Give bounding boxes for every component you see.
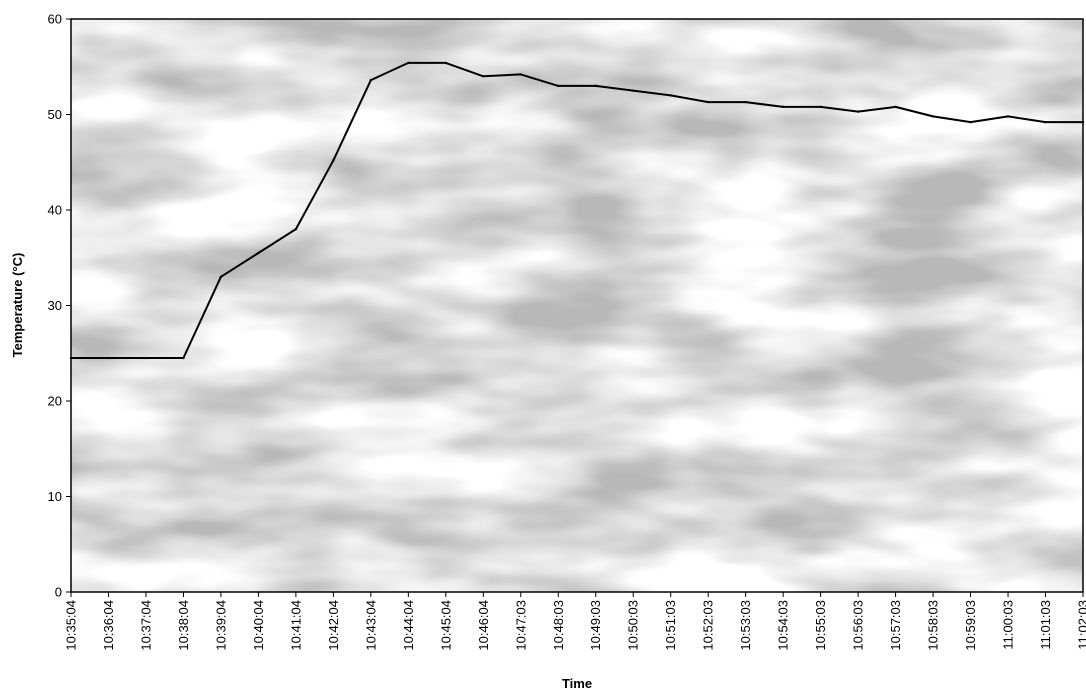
y-tick-label: 50 [48,107,62,122]
y-tick-label: 30 [48,298,62,313]
x-tick-label: 10:49:03 [588,600,603,651]
x-axis-title: Time [562,676,592,691]
data-point [744,100,747,104]
x-tick-label: 10:45:04 [438,600,453,651]
x-tick-label: 10:55:03 [813,600,828,651]
data-point [482,75,485,78]
x-tick-label: 10:40:04 [251,600,266,651]
x-tick-label: 10:36:04 [101,600,116,651]
x-tick-label: 10:50:03 [626,600,641,651]
data-point [931,115,935,118]
x-tick-label: 10:43:04 [363,600,378,651]
x-tick-label: 10:39:04 [213,600,228,651]
plot-area [70,18,1084,593]
x-tick-label: 10:38:04 [176,600,191,651]
data-point [332,159,335,162]
x-tick-label: 11:01:03 [1038,600,1053,650]
x-axis: 10:35:04 10:36:04 10:37:04 10:38:04 10:39:04… [64,592,1086,651]
x-tick-label: 10:41:04 [288,600,303,651]
data-point [781,105,785,109]
data-point [369,78,373,82]
x-tick-label: 11:02:03 [1076,600,1086,650]
data-point [107,356,110,360]
x-tick-label: 10:56:03 [851,600,866,651]
data-point [557,84,560,88]
data-point [969,120,972,124]
y-tick-label: 0 [55,585,62,600]
plot-texture [71,19,1083,592]
x-tick-label: 10:52:03 [701,600,716,651]
data-point [632,89,635,92]
data-point [257,251,260,255]
data-point [444,61,448,65]
data-point [519,73,522,76]
data-point [1044,120,1047,124]
x-tick-label: 10:54:03 [776,600,791,651]
x-tick-label: 10:51:03 [663,600,678,651]
data-point [219,275,223,279]
x-tick-label: 10:46:04 [476,600,491,651]
data-point [894,105,897,109]
y-tick-label: 60 [48,12,62,27]
data-point [1006,115,1010,118]
data-point [294,227,298,231]
data-point [819,105,822,109]
x-tick-label: 11:00:03 [1001,600,1016,650]
data-point [144,356,148,360]
x-tick-label: 10:59:03 [963,600,978,651]
data-point [1081,120,1085,124]
y-tick-label: 20 [48,394,62,409]
data-point [69,356,73,360]
y-tick-label: 10 [48,489,62,504]
x-tick-label: 10:57:03 [888,600,903,651]
data-point [407,61,410,65]
data-point [669,94,672,97]
x-tick-label: 10:35:04 [64,600,79,651]
data-point [706,100,710,104]
x-tick-label: 10:58:03 [926,600,941,651]
x-tick-label: 10:42:04 [326,600,341,651]
y-axis: 0 10 20 30 40 50 60 [48,12,71,600]
y-axis-title: Temperature (°C) [10,253,25,358]
x-tick-label: 10:37:04 [138,600,153,651]
x-tick-label: 10:53:03 [738,600,753,651]
x-tick-label: 10:44:04 [401,600,416,651]
temperature-series-line [71,61,1083,359]
x-tick-label: 10:47:03 [513,600,528,651]
data-point [594,84,597,88]
series-layer [69,61,1085,360]
y-tick-label: 40 [48,203,62,218]
x-tick-label: 10:48:03 [551,600,566,651]
data-point [856,110,860,113]
data-point [182,356,185,360]
